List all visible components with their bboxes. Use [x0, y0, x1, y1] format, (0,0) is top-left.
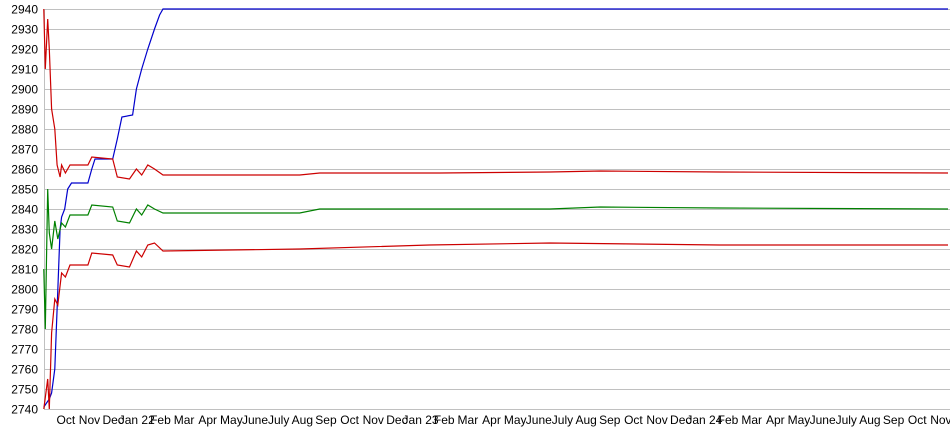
y-tick-label: 2920: [11, 43, 38, 57]
y-tick-label: 2940: [11, 3, 38, 17]
x-tick-label: Dec: [102, 413, 123, 427]
y-tick-label: 2810: [11, 263, 38, 277]
x-tick-label: Feb: [150, 413, 171, 427]
series-group: [43, 8, 949, 410]
y-tick-label: 2890: [11, 103, 38, 117]
y-tick-label: 2840: [11, 203, 38, 217]
series-line-4: [43, 242, 948, 410]
y-tick-label: 2740: [11, 403, 38, 417]
series-line-2: [43, 8, 949, 180]
x-tick-label: June: [810, 413, 836, 427]
y-tick-label: 2880: [11, 123, 38, 137]
y-tick-label: 2800: [11, 283, 38, 297]
x-tick-label: Nov: [363, 413, 384, 427]
x-tick-label: July: [268, 413, 289, 427]
y-tick-label: 2900: [11, 83, 38, 97]
x-tick-label: Nov: [79, 413, 100, 427]
x-tick-label: Nov: [930, 413, 950, 427]
x-tick-label: July: [836, 413, 857, 427]
x-tick-label: Aug: [859, 413, 880, 427]
x-tick-label: June: [242, 413, 268, 427]
x-tick-label: Jan 22: [119, 413, 155, 427]
y-tick-label: 2780: [11, 323, 38, 337]
x-tick-label: Aug: [292, 413, 313, 427]
gridlines: [44, 9, 950, 410]
x-tick-label: July: [552, 413, 573, 427]
x-tick-label: May: [504, 413, 527, 427]
y-tick-label: 2870: [11, 143, 38, 157]
x-tick-label: Mar: [458, 413, 479, 427]
x-tick-label: June: [526, 413, 552, 427]
y-tick-label: 2760: [11, 363, 38, 377]
y-tick-label: 2750: [11, 383, 38, 397]
x-tick-label: Oct: [56, 413, 75, 427]
x-tick-label: Apr: [482, 413, 501, 427]
y-tick-label: 2930: [11, 23, 38, 37]
x-tick-label: Sep: [883, 413, 905, 427]
x-tick-label: Dec: [386, 413, 407, 427]
x-tick-label: Dec: [670, 413, 691, 427]
x-tick-label: Feb: [434, 413, 455, 427]
x-tick-label: Oct: [624, 413, 643, 427]
x-tick-label: Sep: [315, 413, 337, 427]
x-tick-label: Sep: [599, 413, 621, 427]
x-tick-label: Mar: [174, 413, 195, 427]
x-tick-label: May: [220, 413, 243, 427]
y-tick-label: 2770: [11, 343, 38, 357]
x-tick-label: Feb: [718, 413, 739, 427]
y-tick-label: 2830: [11, 223, 38, 237]
x-tick-label: Jan 24: [686, 413, 722, 427]
series-line-1: [43, 8, 948, 408]
x-tick-label: Apr: [766, 413, 785, 427]
y-tick-label: 2790: [11, 303, 38, 317]
y-tick-label: 2820: [11, 243, 38, 257]
x-tick-label: Apr: [198, 413, 217, 427]
y-tick-label: 2910: [11, 63, 38, 77]
x-tick-label: Aug: [575, 413, 596, 427]
y-axis: 2740 2750 2760 2770 2780 2790 2800 2810 2820 2830…: [11, 3, 38, 417]
series-line-3: [43, 188, 949, 330]
x-tick-label: Oct: [908, 413, 927, 427]
x-tick-label: Nov: [646, 413, 667, 427]
x-tick-label: Oct: [340, 413, 359, 427]
y-tick-label: 2850: [11, 183, 38, 197]
x-tick-label: Jan 23: [403, 413, 439, 427]
x-tick-label: May: [788, 413, 811, 427]
y-tick-label: 2860: [11, 163, 38, 177]
x-tick-label: Mar: [741, 413, 762, 427]
